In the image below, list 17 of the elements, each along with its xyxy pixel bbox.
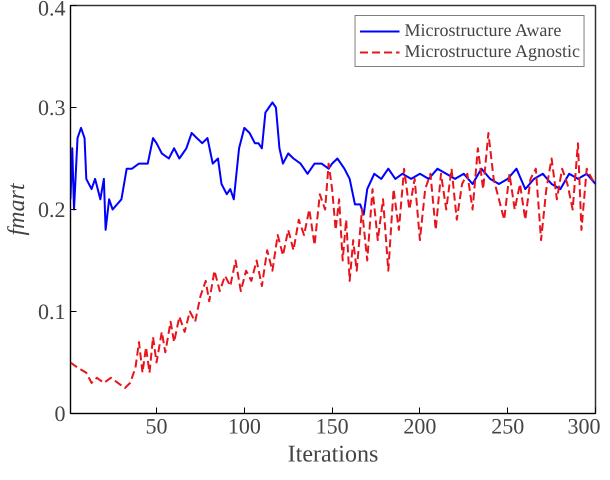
x-tick-label: 50 (146, 414, 168, 438)
x-tick-label: 200 (403, 414, 436, 438)
legend-label: Microstructure Aware (404, 20, 562, 41)
x-tick-label: 150 (316, 414, 349, 438)
y-tick-label: 0.1 (38, 299, 66, 324)
line-series (70, 101, 596, 231)
y-tick-label: 0 (54, 401, 66, 426)
y-tick-label: 0.2 (38, 197, 66, 222)
x-tick-label: 300 (568, 414, 600, 438)
line-series (70, 132, 596, 389)
y-tick-label: 0.4 (38, 0, 66, 20)
x-tick-label: 250 (491, 414, 524, 438)
x-axis-title: Iterations (288, 442, 378, 468)
x-tick-label: 100 (228, 414, 261, 438)
y-tick-label: 0.3 (38, 95, 66, 120)
y-axis-title: fmart (4, 182, 30, 236)
legend-label: Microstructure Agnostic (404, 41, 580, 62)
